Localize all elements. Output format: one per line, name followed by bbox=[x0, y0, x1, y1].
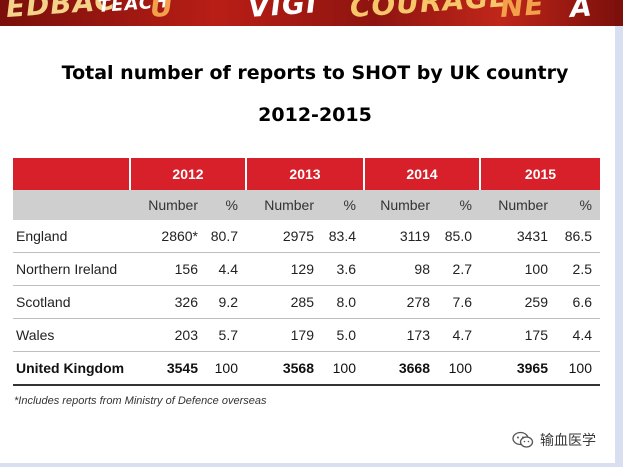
slide-subtitle: 2012-2015 bbox=[258, 104, 372, 126]
number-header: Number bbox=[130, 190, 204, 220]
count-cell: 175 bbox=[480, 318, 554, 352]
percent-cell: 100 bbox=[554, 351, 600, 386]
percent-header: % bbox=[554, 190, 600, 220]
count-cell: 203 bbox=[130, 318, 204, 352]
percent-cell: 5.7 bbox=[204, 318, 246, 352]
count-cell: 156 bbox=[130, 252, 204, 286]
count-cell: 100 bbox=[480, 252, 554, 286]
number-header: Number bbox=[364, 190, 436, 220]
percent-cell: 100 bbox=[320, 351, 364, 386]
percent-header: % bbox=[436, 190, 480, 220]
subheader-row: Number % Number % Number % Number % bbox=[13, 190, 600, 220]
count-cell: 3545 bbox=[130, 351, 204, 386]
count-cell: 3119 bbox=[364, 220, 436, 253]
percent-cell: 4.7 bbox=[436, 318, 480, 352]
banner-text: U bbox=[148, 0, 175, 24]
percent-cell: 80.7 bbox=[204, 220, 246, 253]
percent-cell: 4.4 bbox=[554, 318, 600, 352]
banner-text: VIGI bbox=[246, 0, 319, 24]
count-cell: 2860* bbox=[130, 220, 204, 253]
count-cell: 278 bbox=[364, 285, 436, 319]
percent-cell: 3.6 bbox=[320, 252, 364, 286]
count-cell: 2975 bbox=[246, 220, 320, 253]
percent-cell: 83.4 bbox=[320, 220, 364, 253]
percent-cell: 8.0 bbox=[320, 285, 364, 319]
banner-text: COURAGE bbox=[348, 0, 511, 24]
wechat-watermark: 输血医学 bbox=[512, 430, 596, 450]
header-blank bbox=[13, 190, 130, 220]
table-footnote: *Includes reports from Ministry of Defen… bbox=[14, 395, 267, 407]
country-name: Wales bbox=[13, 318, 130, 352]
percent-cell: 7.6 bbox=[436, 285, 480, 319]
count-cell: 3965 bbox=[480, 351, 554, 386]
year-header: 2014 bbox=[363, 158, 480, 190]
table-row: England 2860* 80.7 2975 83.4 3119 85.0 3… bbox=[13, 220, 600, 253]
percent-cell: 86.5 bbox=[554, 220, 600, 253]
table-row: Scotland 326 9.2 285 8.0 278 7.6 259 6.6 bbox=[13, 285, 600, 319]
number-header: Number bbox=[246, 190, 320, 220]
percent-cell: 4.4 bbox=[204, 252, 246, 286]
country-name: United Kingdom bbox=[13, 351, 130, 386]
year-header: 2012 bbox=[129, 158, 246, 190]
percent-header: % bbox=[204, 190, 246, 220]
count-cell: 3431 bbox=[480, 220, 554, 253]
total-row: United Kingdom 3545 100 3568 100 3668 10… bbox=[13, 351, 600, 386]
count-cell: 173 bbox=[364, 318, 436, 352]
percent-header: % bbox=[320, 190, 364, 220]
count-cell: 285 bbox=[246, 285, 320, 319]
count-cell: 259 bbox=[480, 285, 554, 319]
percent-cell: 9.2 bbox=[204, 285, 246, 319]
header-blank bbox=[13, 158, 130, 190]
banner-text: A bbox=[568, 0, 594, 24]
slide-border bbox=[615, 26, 623, 467]
country-name: Scotland bbox=[13, 285, 130, 319]
watermark-label: 输血医学 bbox=[540, 433, 596, 449]
count-cell: 3568 bbox=[246, 351, 320, 386]
percent-cell: 100 bbox=[436, 351, 480, 386]
percent-cell: 85.0 bbox=[436, 220, 480, 253]
country-name: Northern Ireland bbox=[13, 252, 130, 286]
count-cell: 98 bbox=[364, 252, 436, 286]
percent-cell: 5.0 bbox=[320, 318, 364, 352]
percent-cell: 2.7 bbox=[436, 252, 480, 286]
percent-cell: 2.5 bbox=[554, 252, 600, 286]
country-name: England bbox=[13, 220, 130, 253]
banner-text: NE bbox=[498, 0, 546, 24]
count-cell: 179 bbox=[246, 318, 320, 352]
count-cell: 326 bbox=[130, 285, 204, 319]
table-row: Wales 203 5.7 179 5.0 173 4.7 175 4.4 bbox=[13, 318, 600, 352]
wechat-icon bbox=[512, 431, 534, 448]
count-cell: 3668 bbox=[364, 351, 436, 386]
reports-table: 2012 2013 2014 2015 Number % Number % Nu… bbox=[13, 158, 600, 386]
slide-title: Total number of reports to SHOT by UK co… bbox=[61, 62, 569, 84]
number-header: Number bbox=[480, 190, 554, 220]
table-row: Northern Ireland 156 4.4 129 3.6 98 2.7 … bbox=[13, 252, 600, 286]
header-banner: EDBAC TEACH U VIGI COURAGE NE A bbox=[0, 0, 623, 26]
year-header-row: 2012 2013 2014 2015 bbox=[13, 158, 600, 190]
year-header: 2013 bbox=[245, 158, 364, 190]
slide-border bbox=[0, 463, 623, 467]
count-cell: 129 bbox=[246, 252, 320, 286]
percent-cell: 6.6 bbox=[554, 285, 600, 319]
year-header: 2015 bbox=[479, 158, 600, 190]
percent-cell: 100 bbox=[204, 351, 246, 386]
